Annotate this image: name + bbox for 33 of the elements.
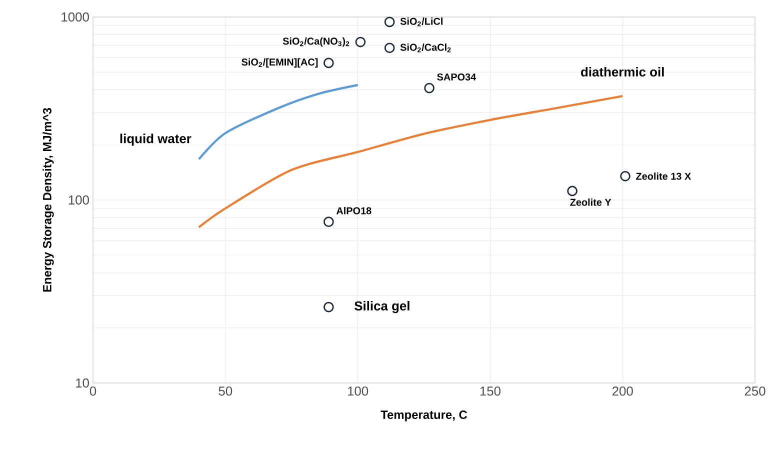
y-tick-label: 10 <box>76 378 89 388</box>
x-tick-label: 100 <box>348 386 368 396</box>
point <box>384 42 395 54</box>
y-tick-label: 100 <box>68 195 89 205</box>
annotation: Zeolite Y <box>570 198 612 206</box>
x-tick-label: 50 <box>218 386 232 396</box>
point <box>384 16 395 28</box>
annotation: Zeolite 13 X <box>636 172 692 180</box>
annotation: SAPO34 <box>437 73 476 81</box>
point <box>323 302 334 312</box>
x-axis-title: Temperature, C <box>380 410 468 422</box>
line-series <box>198 94 624 228</box>
annotation: SiO$_{2}$/Ca(NO$_{3}$)$_{2}$ <box>282 37 350 47</box>
x-tick-label: 200 <box>612 386 633 396</box>
annotation: SiO$_{2}$/LiCl <box>400 18 442 26</box>
point <box>323 58 334 68</box>
point <box>355 36 366 48</box>
annotation: SiO$_{2}$/[EMIN][AC] <box>242 58 318 68</box>
line-series <box>198 84 359 160</box>
annotation: AlPO18 <box>336 206 372 214</box>
x-tick-label: 150 <box>480 386 501 396</box>
y-tick-label: 1000 <box>62 12 89 22</box>
series-label: diathermic oil <box>581 67 664 77</box>
x-tick-label: 250 <box>744 386 766 396</box>
annotation: SiO$_{2}$/CaCl$_{2}$ <box>400 44 451 52</box>
point <box>567 186 578 196</box>
annotation: Silica gel <box>354 300 410 314</box>
point <box>424 82 434 94</box>
x-tick-label: 0 <box>90 386 96 396</box>
point <box>620 170 630 182</box>
series-label: liquid water <box>120 134 192 146</box>
y-axis-title: Energy Storage Density, MJ/m^3 <box>42 108 54 292</box>
point <box>323 216 334 227</box>
